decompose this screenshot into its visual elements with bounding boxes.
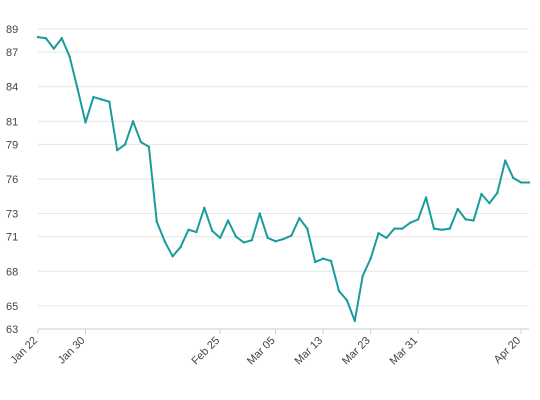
data-point [519, 181, 523, 184]
data-point [329, 259, 333, 263]
data-point [60, 37, 63, 40]
data-point [123, 143, 127, 146]
y-tick-label: 76 [6, 174, 18, 186]
data-point [385, 236, 388, 240]
x-tick-label: Mar 05 [245, 335, 278, 368]
x-tick-label: Mar 23 [340, 335, 373, 368]
data-point [337, 289, 341, 293]
data-point [345, 298, 349, 302]
y-tick-label: 81 [6, 116, 18, 128]
series-layer [36, 35, 531, 323]
data-point [92, 95, 95, 99]
x-tick-label: Jan 22 [8, 335, 40, 367]
x-tick-label: Mar 31 [388, 335, 421, 368]
data-point [131, 120, 135, 123]
x-tick-label: Mar 13 [293, 335, 326, 368]
data-point [266, 236, 269, 240]
data-point [377, 232, 380, 235]
data-point [171, 255, 174, 258]
y-tick-label: 65 [6, 301, 18, 313]
data-point [84, 121, 87, 124]
data-point [155, 220, 158, 223]
y-tick-label: 79 [6, 139, 18, 151]
data-point [195, 230, 198, 234]
y-tick-label: 71 [6, 232, 18, 244]
data-point [511, 176, 515, 180]
data-point [274, 240, 277, 243]
data-point [306, 227, 309, 230]
data-point [290, 234, 293, 237]
data-point [250, 238, 254, 242]
data-point [258, 212, 261, 215]
data-point [234, 235, 238, 238]
data-point [108, 100, 111, 103]
data-point [52, 47, 56, 50]
data-point [432, 227, 436, 230]
data-point [424, 196, 428, 199]
grid-lines [38, 28, 529, 330]
data-point [456, 207, 459, 211]
data-point [68, 55, 71, 58]
data-point [298, 217, 301, 220]
data-point [464, 218, 467, 221]
y-tick-label: 84 [6, 82, 18, 94]
data-point [416, 218, 420, 221]
data-point [480, 192, 483, 196]
data-point [203, 206, 206, 210]
data-point [36, 35, 40, 39]
data-point [504, 159, 507, 162]
data-point [409, 221, 412, 225]
data-point [147, 145, 151, 148]
data-point [179, 245, 182, 249]
data-point [321, 257, 325, 260]
data-point [440, 228, 444, 231]
x-tick-label: Jan 30 [56, 335, 88, 367]
data-point [369, 257, 372, 260]
data-point [100, 98, 103, 101]
data-point [282, 237, 285, 241]
y-tick-label: 87 [6, 47, 18, 59]
data-point [488, 202, 491, 205]
data-point [218, 236, 222, 240]
data-point [353, 319, 356, 323]
data-point [115, 148, 119, 152]
x-tick-label: Feb 25 [190, 335, 223, 368]
y-tick-label: 68 [6, 266, 18, 278]
data-point [527, 181, 531, 184]
data-point [187, 228, 190, 231]
data-point [361, 274, 364, 278]
data-point [496, 191, 499, 195]
data-point [401, 227, 404, 230]
data-point [393, 227, 396, 230]
y-tick-label: 63 [6, 324, 18, 336]
data-point [226, 219, 230, 222]
data-point [448, 227, 452, 230]
x-tick-label: Apr 20 [492, 335, 523, 366]
data-point [76, 87, 79, 91]
data-point [163, 240, 166, 243]
data-point [313, 260, 317, 264]
data-point [242, 241, 246, 244]
data-point [211, 229, 214, 233]
x-axis-ticks: Jan 22 Jan 30 Feb 25 Mar 05 Mar 13 Mar 23 Mar … [8, 329, 523, 367]
y-tick-label: 89 [6, 24, 18, 36]
data-point [139, 140, 143, 144]
data-point [44, 37, 48, 40]
data-point [472, 219, 475, 222]
y-axis-ticks: 63 65 68 71 73 76 79 81 84 87 89 [6, 24, 18, 336]
y-tick-label: 73 [6, 209, 18, 221]
